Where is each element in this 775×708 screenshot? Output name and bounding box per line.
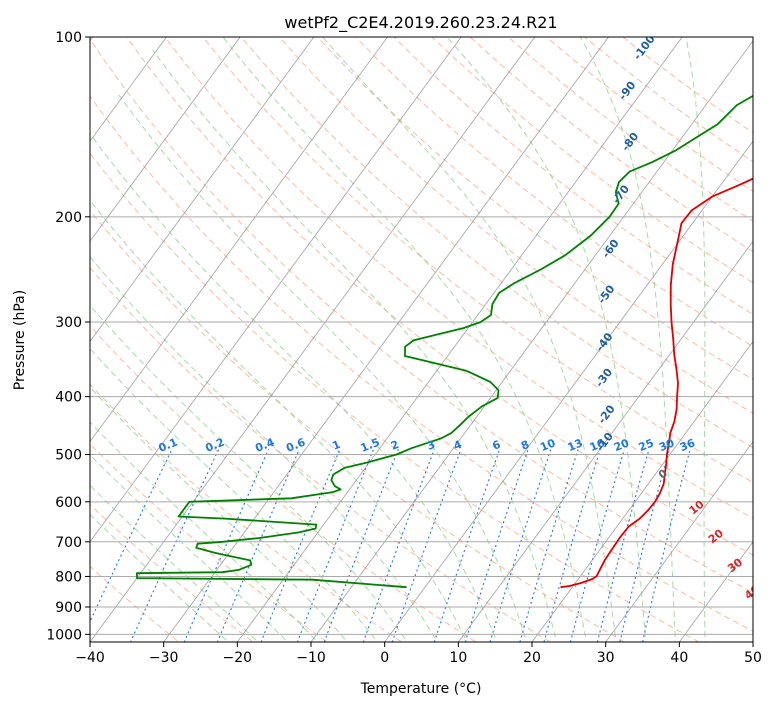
x-tick-label: 50 [744,650,762,666]
dry-adiabat-line [90,209,626,642]
mixing-ratio-label: 25 [637,436,656,454]
mixing-ratio-line [362,449,435,642]
x-tick-label: 0 [380,650,389,666]
background-lines [90,37,753,642]
moist-adiabat-line [90,199,468,642]
isotherm-line [310,40,753,642]
isotherm-line [237,37,683,642]
mixing-ratio-label: 8 [519,438,531,453]
mixing-ratio-label: 2 [389,438,401,453]
y-tick-label: 300 [55,315,82,331]
y-axis-ticks: 100 200 300 400 500 600 700 800 900 1000 [46,30,90,643]
moist-adiabat-line [446,37,647,642]
isotherm-line [90,37,315,343]
moist-adiabat-line [90,454,289,642]
y-tick-label: 600 [55,495,82,511]
y-tick-label: 1000 [46,627,82,643]
dry-adiabat-line [317,37,753,381]
y-tick-label: 500 [55,448,82,464]
mixing-ratio-line [129,449,220,642]
isotherm-line [163,37,609,642]
moist-adiabat-line [90,304,408,642]
x-tick-label: 40 [670,650,688,666]
temperature-label: 40 [742,582,762,602]
mixing-ratio-line [433,449,501,642]
mixing-ratio-line [543,449,601,642]
mixing-ratio-line [296,449,375,642]
plot-frame [89,36,754,643]
moist-adiabat-line [90,421,319,642]
y-tick-label: 700 [55,535,82,551]
moist-adiabat-line [322,37,617,642]
grid-lines [90,37,753,642]
mixing-ratio-line [464,449,529,642]
mixing-ratio-label: 1 [330,438,342,453]
y-tick-label: 800 [55,569,82,585]
y-tick-label: 200 [55,210,82,226]
x-tick-label: 20 [523,650,541,666]
moist-adiabat-line [579,37,676,642]
mixing-ratio-line [323,449,399,642]
mixing-ratio-line [569,449,625,642]
dry-adiabat-line [164,37,753,520]
x-tick-label: −40 [75,650,105,666]
x-tick-label: −30 [149,650,179,666]
plot-area: 0.1 0.2 0.4 0.6 1 1.5 2 3 4 6 8 10 13 16 20 25 30 36-100-… [90,37,762,642]
dry-adiabat-line [90,38,753,594]
series-lines [136,94,753,589]
moist-adiabat-line [152,49,558,642]
y-tick-label: 400 [55,390,82,406]
y-tick-label: 100 [55,30,82,46]
mixing-ratio-line [642,449,691,642]
moist-adiabat-line [118,94,528,642]
mixing-ratio-line [519,449,579,642]
y-tick-label: 900 [55,600,82,616]
dry-adiabat-line [355,37,753,348]
isotherm-line [90,37,241,242]
moist-adiabat-line [222,37,587,642]
isotherm-line [384,140,753,642]
x-axis-ticks: −40 −30 −20 −10 0 10 20 30 40 50 [75,642,762,666]
moist-adiabat-line [90,256,438,642]
x-tick-label: −20 [223,650,253,666]
moist-adiabat-line [685,37,706,642]
mixing-ratio-label: 16 [588,436,607,454]
mixing-ratio-label: 20 [612,436,631,454]
temperature-line [560,177,753,589]
x-axis-label: Temperature (°C) [360,681,482,697]
isotherm-line [90,37,167,142]
mixing-ratio-line [260,449,341,642]
dry-adiabat-line [90,95,753,632]
isotherm-line [458,240,753,642]
mixing-ratio-label: 3 [425,438,437,453]
isotherm-line [90,37,388,443]
dry-adiabat-line [278,37,753,414]
mixing-ratio-line [216,449,300,642]
dry-adiabat-line [90,152,700,642]
isotherm-line [90,37,536,642]
dewpoint-line [136,94,753,589]
isotherm-line [531,340,753,642]
mixing-ratio-label: 30 [657,436,676,454]
mixing-ratio-label: 10 [538,436,557,454]
x-tick-label: −10 [296,650,326,666]
dry-adiabat-line [90,267,552,642]
mixing-ratio-line [489,449,552,642]
chart-title: wetPf2_C2E4.2019.260.23.24.R21 [284,13,557,33]
x-tick-label: 30 [597,650,615,666]
isotherm-line [605,440,753,642]
y-axis-label: Pressure (hPa) [12,290,28,390]
mixing-ratio-line [183,449,270,642]
mixing-ratio-label: 36 [678,436,697,454]
mixing-ratio-label: 13 [566,436,585,454]
moist-adiabat-line [90,513,230,642]
x-tick-label: 10 [449,650,467,666]
